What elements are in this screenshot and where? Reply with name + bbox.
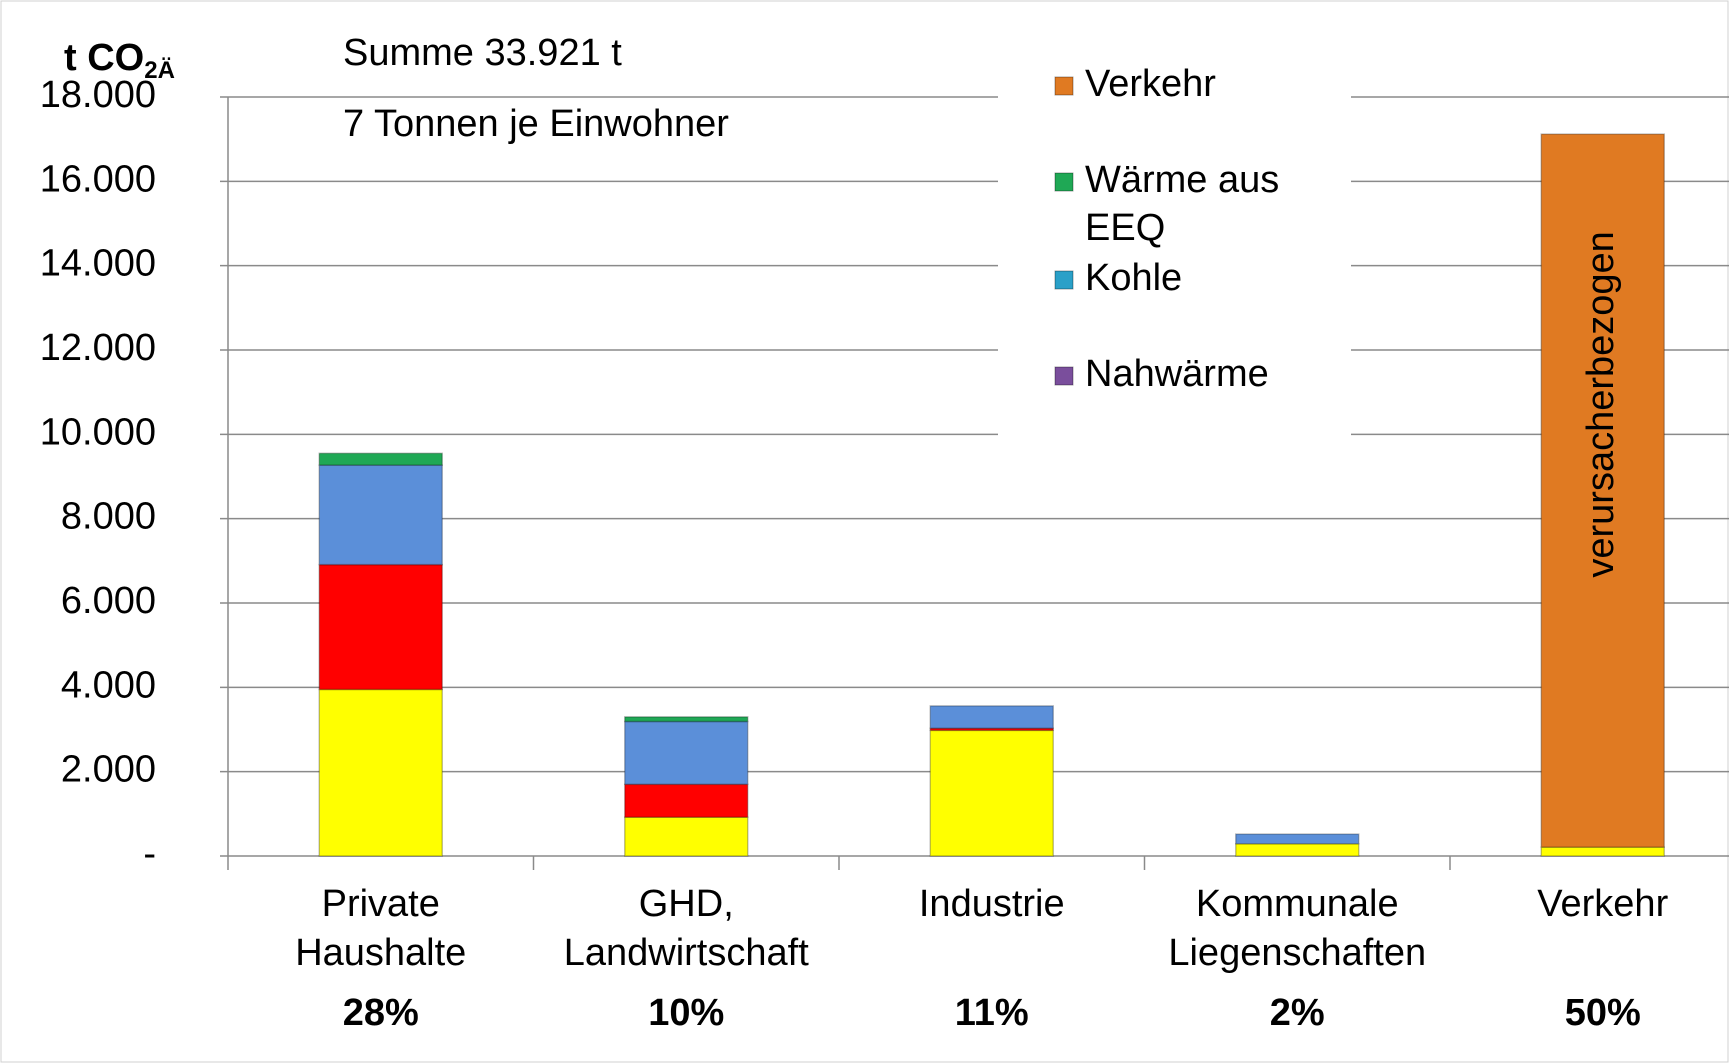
bar-segment bbox=[624, 816, 749, 857]
share-label: 10% bbox=[648, 992, 724, 1034]
y-axis-label-text: t CO bbox=[64, 37, 144, 79]
y-axis-label-sub: 2Ä bbox=[144, 57, 175, 84]
bar-segment bbox=[929, 729, 1054, 857]
x-tick-label: GHD, Landwirtschaft bbox=[564, 883, 809, 974]
y-tick-label: - bbox=[143, 833, 156, 875]
legend-label: Nahwärme bbox=[1085, 353, 1269, 395]
share-label: 50% bbox=[1565, 992, 1641, 1034]
grid bbox=[220, 96, 1729, 870]
legend-label: Wärme aus EEQ bbox=[1085, 159, 1279, 249]
y-tick-label: 2.000 bbox=[61, 749, 156, 791]
x-tick-label: Private Haushalte bbox=[295, 883, 466, 974]
y-tick-label: 8.000 bbox=[61, 496, 156, 538]
bar-segment bbox=[318, 563, 443, 691]
y-tick-label: 4.000 bbox=[61, 664, 156, 706]
y-tick-label: 10.000 bbox=[40, 411, 156, 453]
bar-segment bbox=[624, 720, 749, 786]
bar-segment bbox=[318, 452, 443, 466]
bars bbox=[318, 133, 1665, 857]
y-axis-label: t CO2Ä bbox=[64, 37, 175, 84]
share-label: 11% bbox=[955, 992, 1029, 1034]
y-tick-label: 16.000 bbox=[40, 158, 156, 200]
y-tick-label: 18.000 bbox=[40, 74, 156, 116]
y-tick-label: 6.000 bbox=[61, 580, 156, 622]
legend-swatch bbox=[1054, 172, 1074, 192]
bar-annotation: verursacherbezogen bbox=[1580, 231, 1622, 577]
annotation: Summe 33.921 t bbox=[343, 32, 622, 74]
x-tick-label: Kommunale Liegenschaften bbox=[1168, 883, 1426, 974]
legend-swatch bbox=[1054, 270, 1074, 290]
bar-segment bbox=[318, 464, 443, 566]
share-label: 2% bbox=[1270, 992, 1325, 1034]
x-tick-label: Verkehr bbox=[1537, 883, 1668, 925]
bar-segment bbox=[1235, 833, 1360, 845]
legend-label: Verkehr bbox=[1085, 63, 1216, 105]
annotation: 7 Tonnen je Einwohner bbox=[343, 103, 729, 145]
bar-segment bbox=[318, 688, 443, 857]
legend-label: Kohle bbox=[1085, 257, 1182, 299]
y-tick-label: 14.000 bbox=[40, 243, 156, 285]
bar-segment bbox=[1235, 843, 1360, 857]
bar-segment bbox=[624, 716, 749, 723]
x-tick-label: Industrie bbox=[919, 883, 1065, 925]
y-tick-label: 12.000 bbox=[40, 327, 156, 369]
bar-segment bbox=[1540, 133, 1665, 848]
legend-swatch bbox=[1054, 366, 1074, 386]
bar-segment bbox=[624, 783, 749, 818]
share-label: 28% bbox=[343, 992, 419, 1034]
legend-swatch bbox=[1054, 76, 1074, 96]
bar-segment bbox=[929, 705, 1054, 729]
bar-segment bbox=[1540, 846, 1665, 857]
